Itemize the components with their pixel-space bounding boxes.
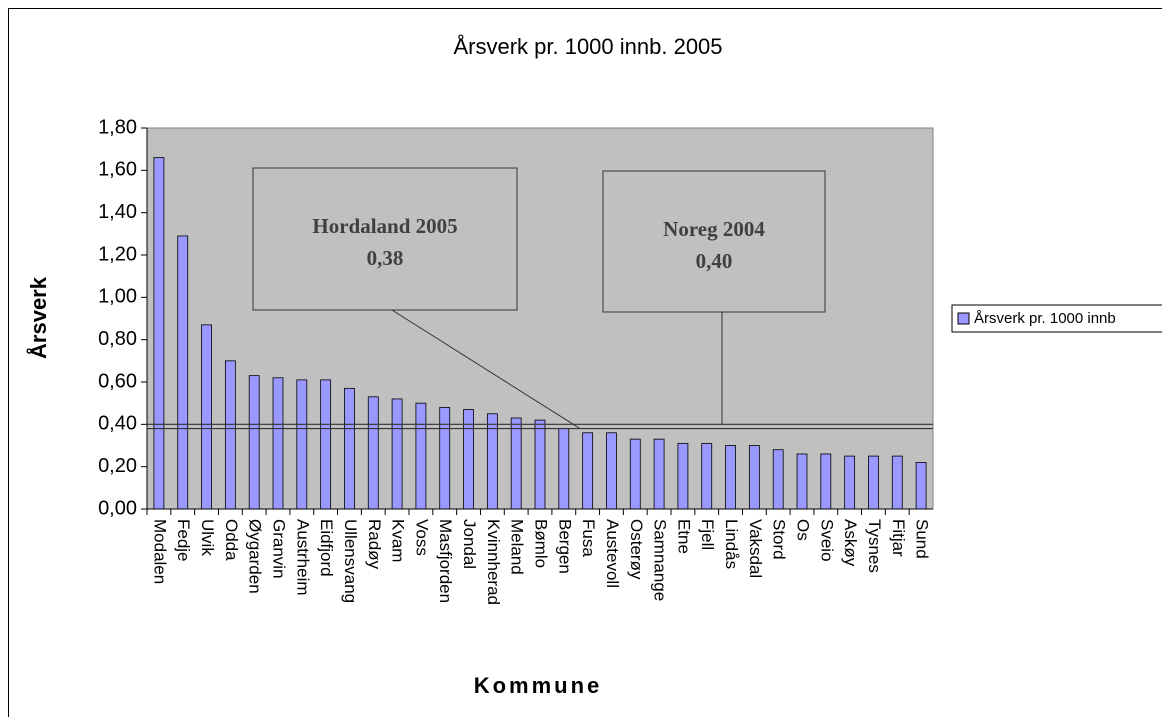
bar — [821, 454, 831, 509]
y-tick-label: 1,80 — [98, 116, 137, 138]
x-tick-label: Askøy — [841, 519, 860, 567]
x-tick-label: Kvam — [389, 519, 408, 562]
x-tick-label: Fitjar — [889, 519, 908, 557]
x-tick-label: Sveio — [817, 519, 836, 562]
y-tick-label: 0,00 — [98, 497, 137, 519]
bar — [154, 158, 164, 509]
bar — [797, 454, 807, 509]
bar — [916, 462, 926, 509]
bar — [630, 439, 640, 509]
x-tick-label: Fedje — [174, 519, 193, 562]
bar — [344, 388, 354, 509]
x-tick-label: Kvinnherad — [484, 519, 503, 605]
annotation-label: Noreg 2004 — [663, 217, 765, 241]
x-tick-label: Ulvik — [198, 519, 217, 556]
bar — [392, 399, 402, 509]
x-tick-label: Stord — [770, 519, 789, 560]
bar — [225, 361, 235, 509]
y-tick-label: 0,20 — [98, 455, 137, 477]
x-tick-label: Osterøy — [627, 519, 646, 580]
bar — [202, 325, 212, 509]
bar — [583, 433, 593, 509]
x-axis-label: Kommune — [474, 673, 603, 698]
y-tick-label: 0,40 — [98, 413, 137, 435]
x-tick-label: Voss — [412, 519, 431, 556]
bar — [273, 378, 283, 509]
bar — [559, 429, 569, 509]
bar — [845, 456, 855, 509]
y-tick-label: 1,60 — [98, 159, 137, 181]
x-tick-label: Etne — [674, 519, 693, 554]
x-tick-label: Eidfjord — [317, 519, 336, 577]
bar — [702, 443, 712, 509]
bar — [440, 407, 450, 509]
x-tick-label: Austevoll — [603, 519, 622, 588]
x-tick-label: Tysnes — [865, 519, 884, 573]
y-axis-label: Årsverk — [25, 276, 51, 359]
bar — [606, 433, 616, 509]
bar — [416, 403, 426, 509]
x-tick-label: Lindås — [722, 519, 741, 569]
y-tick-label: 1,00 — [98, 286, 137, 308]
y-tick-label: 0,80 — [98, 328, 137, 350]
x-tick-label: Bergen — [555, 519, 574, 574]
bar — [178, 236, 188, 509]
bar — [678, 443, 688, 509]
legend-swatch — [958, 313, 969, 324]
y-tick-label: 1,40 — [98, 201, 137, 223]
x-tick-label: Masfjorden — [436, 519, 455, 603]
bar — [654, 439, 664, 509]
annotation-value: 0,40 — [696, 249, 733, 273]
x-tick-label: Øygarden — [246, 519, 265, 594]
bar — [321, 380, 331, 509]
x-tick-label: Fjell — [698, 519, 717, 550]
bar — [868, 456, 878, 509]
x-tick-label: Bømlo — [532, 519, 551, 568]
x-tick-label: Austrheim — [293, 519, 312, 596]
y-tick-label: 1,20 — [98, 243, 137, 265]
x-tick-label: Fusa — [579, 519, 598, 557]
x-tick-label: Jondal — [460, 519, 479, 569]
x-tick-label: Granvin — [270, 519, 289, 579]
x-tick-label: Modalen — [150, 519, 169, 584]
legend-label: Årsverk pr. 1000 innb — [974, 310, 1116, 327]
x-tick-label: Vaksdal — [746, 519, 765, 578]
x-tick-label: Sund — [913, 519, 932, 559]
x-tick-label: Odda — [222, 519, 241, 561]
bar — [726, 446, 736, 510]
y-tick-label: 0,60 — [98, 370, 137, 392]
bar — [368, 397, 378, 509]
chart-title: Årsverk pr. 1000 innb. 2005 — [453, 34, 722, 59]
bar — [249, 376, 259, 509]
annotation-box — [253, 168, 517, 310]
x-tick-label: Os — [794, 519, 813, 541]
bar — [511, 418, 521, 509]
x-tick-label: Meland — [508, 519, 527, 575]
x-tick-label: Ullensvang — [341, 519, 360, 603]
annotation-box — [603, 171, 825, 312]
x-tick-label: Samnange — [651, 519, 670, 601]
bar — [535, 420, 545, 509]
annotation-label: Hordaland 2005 — [312, 214, 457, 238]
bar — [773, 450, 783, 509]
annotation-value: 0,38 — [367, 246, 404, 270]
bar — [749, 446, 759, 510]
x-tick-label: Radøy — [365, 519, 384, 570]
bar — [892, 456, 902, 509]
bar — [297, 380, 307, 509]
